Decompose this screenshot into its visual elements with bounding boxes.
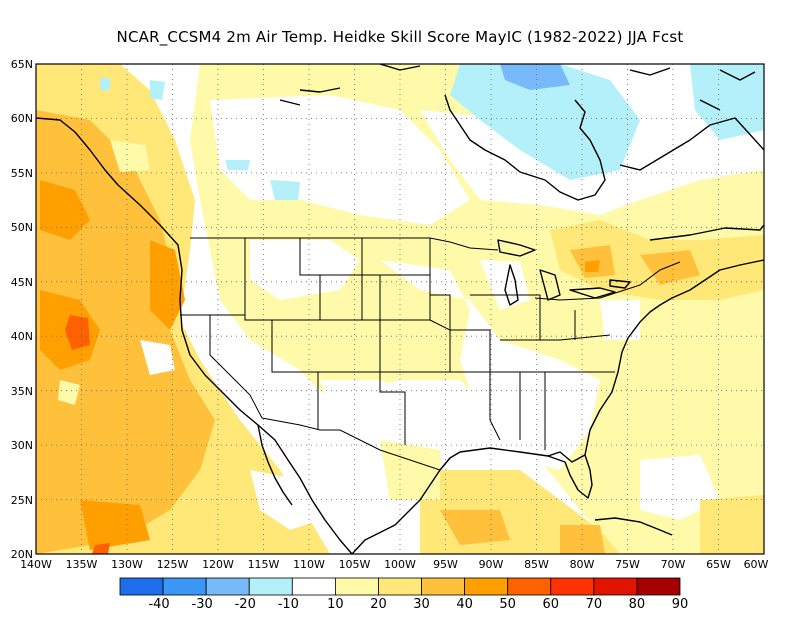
lat-label: 45N	[11, 276, 33, 289]
lon-label: 140W	[20, 558, 52, 571]
colorbar-label: -20	[235, 597, 256, 612]
lat-label: 25N	[11, 494, 33, 507]
colorbar-label: 50	[499, 597, 516, 612]
lon-label: 80W	[570, 558, 595, 571]
colorbar-label: 90	[672, 597, 689, 612]
graticule	[36, 64, 764, 554]
colorbar-label: 10	[327, 597, 344, 612]
lat-label: 60N	[11, 112, 33, 125]
lat-label: 55N	[11, 167, 33, 180]
colorbar-label: -40	[148, 597, 169, 612]
lat-label: 20N	[11, 548, 33, 561]
colorbar-label: -10	[278, 597, 299, 612]
colorbar-swatch	[248, 577, 293, 596]
lon-label: 130W	[111, 558, 143, 571]
map-frame	[35, 63, 765, 555]
colorbar-label: 20	[370, 597, 387, 612]
lon-label: 90W	[479, 558, 504, 571]
lon-label: 85W	[524, 558, 549, 571]
lon-label: 75W	[615, 558, 640, 571]
colorbar-label: 70	[586, 597, 603, 612]
lat-label: 35N	[11, 385, 33, 398]
colorbar-label: 30	[413, 597, 430, 612]
colorbar-label: 40	[456, 597, 473, 612]
colorbar-swatch	[119, 577, 164, 596]
lat-label: 40N	[11, 330, 33, 343]
lat-label: 30N	[11, 439, 33, 452]
colorbar-label: -30	[192, 597, 213, 612]
colorbar-swatch	[205, 577, 250, 596]
colorbar-swatch	[378, 577, 422, 596]
lon-label: 100W	[384, 558, 416, 571]
lon-label: 125W	[157, 558, 189, 571]
colorbar-label: 60	[542, 597, 559, 612]
colorbar-label: 80	[629, 597, 646, 612]
lon-label: 65W	[706, 558, 731, 571]
lon-label: 110W	[293, 558, 325, 571]
colorbar-swatch	[636, 577, 681, 596]
lon-label: 105W	[339, 558, 371, 571]
lon-label: 70W	[661, 558, 686, 571]
lat-label: 50N	[11, 221, 33, 234]
coastlines	[36, 64, 764, 554]
colorbar-swatch	[507, 577, 552, 596]
colorbar-swatch	[464, 577, 509, 596]
skill-score-field	[36, 64, 764, 554]
lon-label: 135W	[66, 558, 98, 571]
latitude-axis: 65N 60N 55N 50N 45N 40N 35N 30N 25N 20N	[11, 58, 33, 561]
political-boundaries	[180, 237, 681, 471]
colorbar-swatch	[593, 577, 638, 596]
lon-label: 120W	[202, 558, 234, 571]
lon-label: 95W	[433, 558, 458, 571]
map-title: NCAR_CCSM4 2m Air Temp. Heidke Skill Sco…	[116, 28, 684, 46]
longitude-axis: 140W 135W 130W 125W 120W 115W 110W 105W …	[20, 558, 768, 571]
colorbar-swatch	[334, 577, 379, 596]
colorbar: -40 -30 -20 -10 10 20 30 40 50 60 70 80 90	[119, 577, 689, 612]
colorbar-swatch	[550, 577, 595, 596]
lon-label: 115W	[248, 558, 280, 571]
colorbar-swatch	[421, 577, 466, 596]
colorbar-swatch	[162, 577, 207, 596]
lat-label: 65N	[11, 58, 33, 71]
colorbar-swatch	[291, 577, 336, 596]
lon-label: 60W	[744, 558, 769, 571]
